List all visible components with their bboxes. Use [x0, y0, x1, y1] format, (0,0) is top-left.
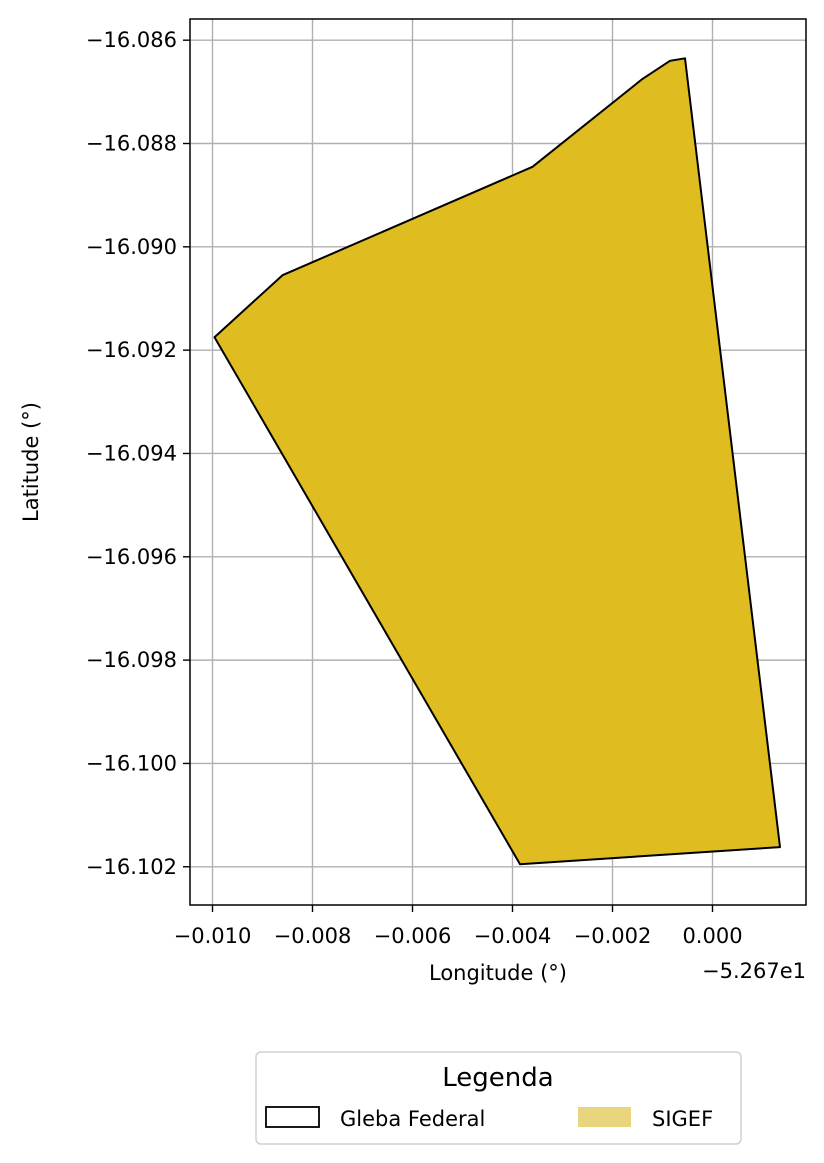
- legend: Legenda Gleba Federal SIGEF: [255, 1051, 742, 1145]
- legend-swatch-gleba-federal: [265, 1106, 320, 1128]
- y-axis-label: Latitude (°): [19, 402, 43, 522]
- legend-label-sigef: SIGEF: [652, 1107, 713, 1131]
- legend-title: Legenda: [442, 1063, 553, 1093]
- y-tick-label: −16.102: [86, 855, 177, 879]
- sigef-polygon: [213, 57, 781, 866]
- y-tick-label: −16.086: [86, 28, 177, 52]
- axes-frame: [189, 18, 807, 906]
- y-tick-label: −16.088: [86, 132, 177, 156]
- x-tick-label: 0.000: [682, 924, 742, 948]
- x-tick-label: −0.010: [174, 924, 252, 948]
- x-axis-offset-label: −5.267e1: [702, 959, 806, 983]
- tick-layer: −0.010 −0.008 −0.006 −0.004 −0.002 0.000 −16.0…: [86, 28, 743, 948]
- legend-swatch-sigef: [578, 1107, 631, 1127]
- y-tick-label: −16.100: [86, 751, 177, 775]
- legend-label-gleba-federal: Gleba Federal: [340, 1107, 485, 1131]
- x-tick-label: −0.004: [474, 924, 552, 948]
- x-tick-label: −0.002: [574, 924, 652, 948]
- y-tick-label: −16.092: [86, 338, 177, 362]
- y-tick-label: −16.094: [86, 441, 177, 465]
- x-tick-label: −0.008: [274, 924, 352, 948]
- polygon-layer: [213, 57, 781, 866]
- y-tick-label: −16.096: [86, 545, 177, 569]
- y-tick-label: −16.098: [86, 648, 177, 672]
- x-tick-label: −0.006: [374, 924, 452, 948]
- x-axis-label: Longitude (°): [429, 961, 567, 985]
- y-tick-label: −16.090: [86, 235, 177, 259]
